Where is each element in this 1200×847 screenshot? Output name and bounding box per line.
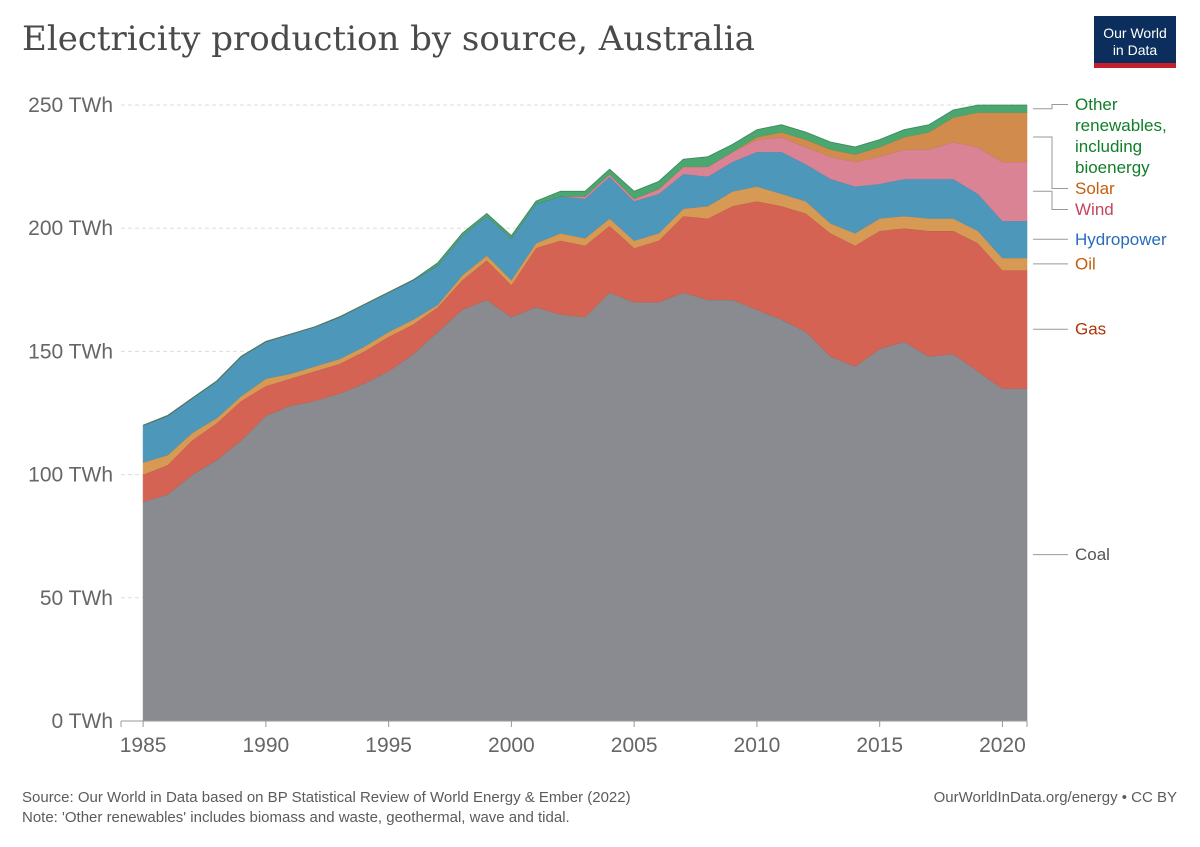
x-axis: 1985 1990 1995 2000 2005 2010 2015 2020: [120, 720, 1028, 757]
x-tick-label: 2010: [734, 734, 781, 757]
logo-line-1: Our World: [1103, 25, 1167, 41]
license: OurWorldInData.org/energy • CC BY: [934, 789, 1177, 806]
x-tick-label: 2000: [488, 734, 535, 757]
x-tick-label: 1995: [365, 734, 412, 757]
series-label-wind: Wind: [1075, 200, 1114, 219]
series-labels: Other renewables, including bioenergy Solar W…: [1033, 95, 1167, 564]
series-label-oil: Oil: [1075, 254, 1096, 273]
source-note: Source: Our World in Data based on BP St…: [22, 789, 631, 806]
y-tick-label: 250 TWh: [28, 94, 113, 117]
y-tick-label: 150 TWh: [28, 340, 113, 363]
series-label-coal: Coal: [1075, 545, 1110, 564]
label-connector-wind: [1033, 190, 1068, 210]
chart-title: Electricity production by source, Austra…: [22, 19, 755, 59]
x-tick-label: 1985: [120, 734, 167, 757]
series-label-solar: Solar: [1075, 179, 1115, 198]
label-connector-solar: [1033, 136, 1068, 189]
x-tick-label: 1990: [243, 734, 290, 757]
series-label-other-renewables-including-bioenergy: Other: [1075, 95, 1118, 114]
y-tick-label: 0 TWh: [52, 710, 113, 733]
stacked-areas: [142, 104, 1028, 722]
label-connector-other-renewables-including-bioenergy: [1033, 104, 1068, 110]
area-edge-other-renewables-including-bioenergy: [142, 104, 1027, 426]
logo-line-2: in Data: [1113, 42, 1158, 58]
series-label-gas: Gas: [1075, 320, 1106, 339]
y-tick-label: 50 TWh: [40, 587, 113, 610]
y-axis: 0 TWh 50 TWh 100 TWh 150 TWh 200 TWh 250 TWh: [28, 94, 113, 733]
series-label-other-renewables-including-bioenergy: bioenergy: [1075, 158, 1150, 177]
x-tick-label: 2020: [979, 734, 1026, 757]
area-other-renewables-including-bioenergy[interactable]: [142, 104, 1028, 426]
series-label-other-renewables-including-bioenergy: renewables,: [1075, 116, 1167, 135]
footnote: Note: 'Other renewables' includes biomas…: [22, 809, 570, 826]
x-tick-label: 2015: [856, 734, 903, 757]
owid-logo: Our World in Data: [1094, 16, 1176, 68]
y-tick-label: 100 TWh: [28, 464, 113, 487]
series-label-hydropower: Hydropower: [1075, 230, 1167, 249]
x-tick-label: 2005: [611, 734, 658, 757]
series-label-other-renewables-including-bioenergy: including: [1075, 137, 1142, 156]
y-tick-label: 200 TWh: [28, 217, 113, 240]
